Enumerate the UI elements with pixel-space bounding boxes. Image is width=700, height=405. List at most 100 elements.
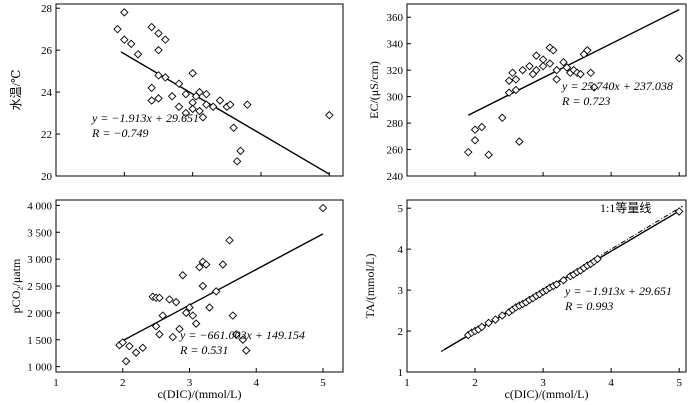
y-tick-label: 2 bbox=[398, 326, 404, 338]
x-tick-label: 1 bbox=[404, 377, 410, 389]
data-point bbox=[198, 113, 208, 122]
data-point bbox=[133, 50, 143, 59]
data-point bbox=[174, 79, 184, 88]
data-point bbox=[236, 146, 245, 156]
panel-pco2: 1 2 3 4 5 1 000 1 500 2 000 2 500 3 000 3 500 4 000… bbox=[9, 199, 344, 401]
y-tick-label: 2 500 bbox=[27, 281, 52, 293]
data-point bbox=[178, 271, 188, 280]
y-tick-label: 340 bbox=[387, 39, 404, 51]
data-point bbox=[154, 45, 163, 55]
plot-frame bbox=[406, 3, 687, 177]
data-point bbox=[552, 65, 561, 75]
y-tick-label: 260 bbox=[387, 145, 404, 157]
data-point bbox=[498, 113, 507, 123]
x-tick-label: 2 bbox=[120, 377, 126, 389]
data-point bbox=[511, 85, 521, 95]
data-point bbox=[113, 24, 122, 34]
data-point bbox=[549, 46, 558, 55]
data-point bbox=[576, 69, 585, 79]
data-point bbox=[562, 63, 572, 72]
data-point bbox=[318, 203, 328, 213]
data-point bbox=[231, 330, 241, 339]
data-point bbox=[464, 147, 473, 157]
data-point bbox=[175, 324, 184, 334]
data-point bbox=[552, 75, 561, 84]
data-point bbox=[151, 322, 161, 331]
plot-frame bbox=[55, 3, 344, 177]
x-tick-label: 5 bbox=[676, 377, 682, 389]
y-tick-label: 2 000 bbox=[27, 308, 52, 320]
data-point bbox=[205, 303, 214, 312]
data-point bbox=[167, 92, 177, 101]
data-point bbox=[154, 29, 163, 38]
data-point bbox=[491, 315, 500, 324]
data-point bbox=[195, 87, 204, 97]
data-point bbox=[154, 94, 163, 103]
data-point bbox=[518, 65, 527, 75]
data-point bbox=[155, 330, 164, 339]
data-point bbox=[477, 322, 487, 332]
data-point bbox=[477, 122, 487, 132]
data-point bbox=[552, 280, 561, 289]
data-point bbox=[583, 46, 592, 55]
data-point bbox=[532, 65, 541, 75]
data-point bbox=[188, 311, 198, 320]
y-tick-label: 20 bbox=[41, 171, 53, 183]
y-tick-label: 3 bbox=[398, 285, 404, 297]
y-axis-label: EC/(μS/cm) bbox=[367, 61, 381, 119]
data-point bbox=[674, 207, 684, 216]
regression-equation: y = −1.913x + 29.651 bbox=[564, 284, 672, 298]
data-point bbox=[208, 102, 218, 112]
plot-frame bbox=[406, 199, 687, 373]
x-tick-label: 4 bbox=[608, 377, 614, 389]
data-point bbox=[484, 318, 493, 328]
y-tick-label: 320 bbox=[387, 65, 404, 77]
data-point bbox=[559, 276, 568, 285]
data-point bbox=[589, 83, 599, 92]
y-tick-label: 3 000 bbox=[27, 254, 52, 266]
x-tick-label: 5 bbox=[320, 377, 326, 389]
data-point bbox=[120, 8, 129, 17]
regression-equation: y = −1.913x + 29.651 bbox=[91, 111, 199, 125]
panel-total-alkalinity: 1 2 3 4 5 1 2 3 4 5 TA/(mmol/L) c(DIC)/(mmol/L) 1:1等… bbox=[363, 199, 687, 401]
data-point bbox=[470, 136, 480, 145]
data-point bbox=[158, 311, 168, 320]
regression-equation: y = 25.740x + 237.038 bbox=[561, 79, 673, 93]
y-axis-label: TA/(mmol/L) bbox=[363, 253, 377, 318]
data-point bbox=[174, 102, 184, 112]
data-point bbox=[215, 96, 225, 105]
data-point bbox=[188, 68, 197, 78]
y-tick-label: 280 bbox=[387, 118, 404, 130]
data-point bbox=[545, 43, 555, 52]
data-point bbox=[181, 308, 191, 318]
y-tick-label: 22 bbox=[41, 129, 52, 141]
data-point bbox=[191, 319, 201, 328]
y-tick-label: 4 000 bbox=[27, 200, 52, 212]
data-point bbox=[181, 108, 191, 118]
data-point bbox=[171, 297, 181, 307]
data-point bbox=[593, 254, 602, 264]
y-tick-label: 300 bbox=[387, 92, 404, 104]
y-tick-label: 24 bbox=[41, 87, 53, 99]
regression-line bbox=[120, 51, 330, 175]
data-point bbox=[525, 61, 534, 71]
data-point bbox=[241, 346, 251, 355]
data-point bbox=[125, 341, 134, 351]
y-tick-label: 5 bbox=[398, 203, 404, 215]
data-point bbox=[226, 100, 235, 109]
x-tick-label: 3 bbox=[540, 377, 546, 389]
panel-conductivity: 240 260 280 300 320 340 360 EC/(μS/cm) y = 25.74… bbox=[367, 3, 687, 183]
data-point bbox=[218, 260, 228, 269]
data-point bbox=[504, 88, 514, 97]
correlation-coefficient: R = 0.531 bbox=[179, 343, 228, 357]
data-point bbox=[120, 35, 129, 44]
data-point bbox=[674, 54, 684, 63]
y-axis-label: 水温/℃ bbox=[9, 70, 23, 111]
data-point bbox=[195, 262, 204, 272]
data-point bbox=[545, 59, 555, 68]
y-tick-label: 3 500 bbox=[27, 227, 52, 239]
y-tick-label: 4 bbox=[398, 244, 404, 256]
y-tick-label: 1 000 bbox=[27, 362, 52, 374]
x-axis-label: c(DIC)/(mmol/L) bbox=[158, 387, 242, 401]
